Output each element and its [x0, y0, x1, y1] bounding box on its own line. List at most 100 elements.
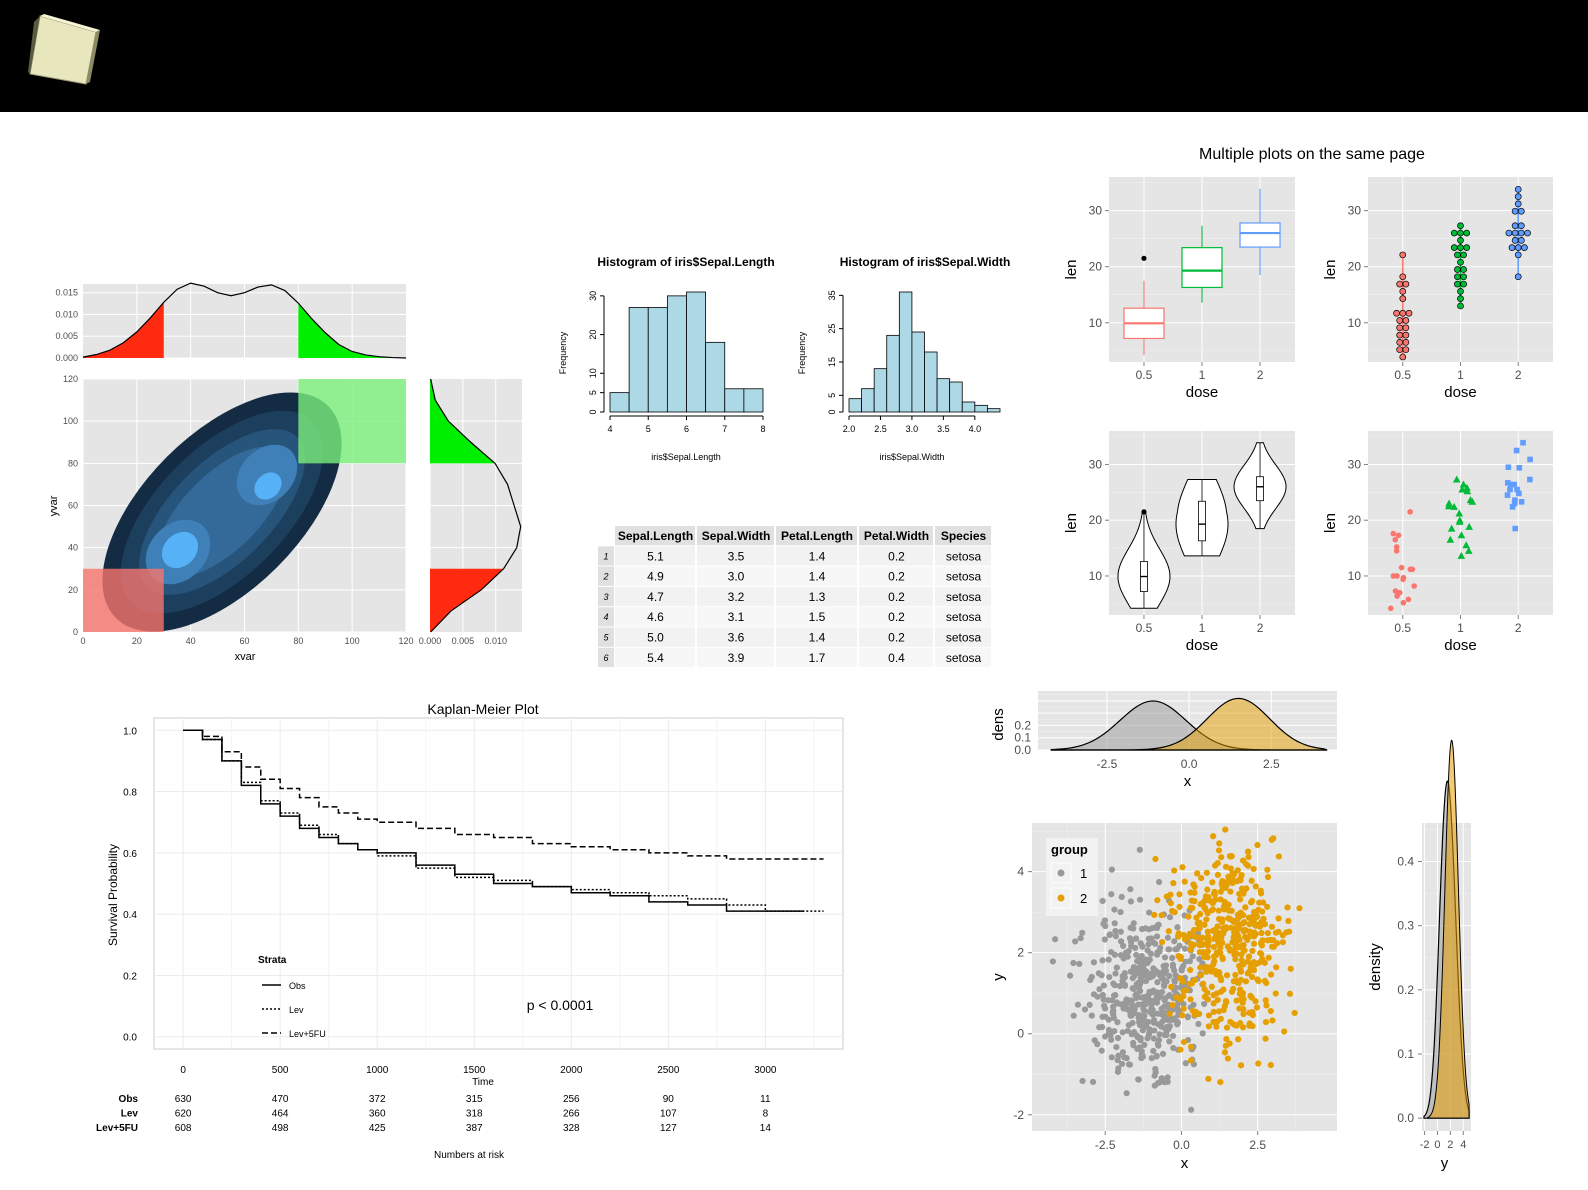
- km-title: Kaplan-Meier Plot: [427, 701, 538, 717]
- scatter-point: [1208, 983, 1215, 990]
- scatter-point: [1165, 946, 1172, 953]
- scatter-point: [1179, 1012, 1186, 1019]
- table-header-cell: [859, 526, 933, 546]
- table-cell-value: 3.9: [728, 651, 745, 665]
- jitter-point: [1508, 481, 1514, 488]
- hist-sepal-length-xlabel: iris$Sepal.Length: [651, 452, 721, 462]
- scatter-point: [1150, 1016, 1158, 1024]
- table-row-label-cell: [598, 647, 614, 668]
- scatter-point: [1119, 1049, 1127, 1056]
- jitter-point: [1516, 465, 1523, 471]
- x-tick-label: 0: [80, 636, 85, 646]
- dot-point: [1460, 251, 1467, 259]
- scatter-point: [1138, 1001, 1145, 1008]
- scatter-point: [1142, 977, 1150, 985]
- hist-bar: [936, 378, 951, 413]
- scatter-point: [1287, 965, 1294, 972]
- scatter-point: [1219, 916, 1226, 923]
- scatter-point: [1108, 948, 1115, 956]
- scatter-point: [1167, 900, 1174, 907]
- scatter-point: [1175, 932, 1182, 939]
- jitter-point: [1407, 509, 1413, 515]
- scatter-point: [1066, 972, 1074, 979]
- scatter-point: [1241, 947, 1248, 954]
- scatter-point: [1256, 899, 1263, 906]
- scatter-point: [1270, 943, 1277, 950]
- scatter-point: [1180, 962, 1187, 970]
- hist-bar: [974, 404, 988, 413]
- dot-point: [1402, 324, 1410, 332]
- jitter-point: [1514, 486, 1520, 493]
- table-cell: [697, 566, 774, 586]
- scatter-point: [1224, 1055, 1232, 1062]
- scatter-point: [1102, 1013, 1109, 1020]
- y-tick-label: 0.3: [1397, 919, 1414, 933]
- scatter-point: [1191, 883, 1198, 890]
- hist-bar: [609, 392, 630, 413]
- scatter-point: [1148, 997, 1155, 1004]
- scatter-point: [1262, 1019, 1270, 1026]
- density-area: [1427, 739, 1470, 1119]
- scatter-point: [1201, 1000, 1208, 1008]
- scatter-point: [1217, 888, 1224, 895]
- scatter-point: [1203, 869, 1210, 876]
- x-tick-label: 2000: [560, 1065, 583, 1076]
- scatter-point: [1197, 972, 1205, 979]
- scatter-point: [1131, 972, 1138, 979]
- x-tick-label: 20: [132, 636, 142, 646]
- scatter-point: [1079, 1077, 1086, 1085]
- dot-point: [1402, 339, 1410, 346]
- scatter-point: [1158, 912, 1165, 919]
- scatter-point: [1100, 982, 1107, 989]
- scatter-point: [1121, 981, 1128, 988]
- table-cell-value: 1.5: [809, 610, 826, 624]
- scatter-point: [1264, 866, 1271, 873]
- x-tick-label: 1: [1199, 621, 1206, 635]
- violin-outlier: [1141, 509, 1147, 515]
- hist-bar: [861, 388, 875, 413]
- scatter-point: [1272, 990, 1279, 997]
- scatter-point: [1127, 924, 1134, 931]
- y-tick-label: 20: [1089, 513, 1103, 527]
- dot-point: [1450, 229, 1458, 237]
- scatter-point: [1177, 953, 1184, 961]
- scatter-point: [1237, 1062, 1245, 1069]
- x-tick-label: 100: [345, 636, 360, 646]
- dashboard-title: Multiple plots on the same page: [1199, 146, 1425, 163]
- jitter-point: [1511, 481, 1517, 488]
- table-cell-value: 4.6: [647, 610, 664, 624]
- scatter-point: [1228, 853, 1235, 860]
- scatter-point: [1131, 967, 1138, 974]
- scatter-point: [1174, 924, 1181, 931]
- scatter-point: [1201, 953, 1208, 961]
- y-tick-label: 1.0: [123, 726, 137, 737]
- scatter-point: [1136, 982, 1143, 989]
- scatter-point: [1234, 867, 1241, 874]
- scatter-point: [1214, 996, 1221, 1004]
- dot-point: [1402, 280, 1410, 288]
- scatter-point: [1153, 933, 1161, 940]
- scatter-point: [1148, 1055, 1155, 1062]
- scatter-point: [1235, 1036, 1242, 1043]
- km-legend: Strata Obs Lev Lev+5FU: [258, 955, 326, 1039]
- scatter-point: [1113, 1043, 1120, 1051]
- jitter-point: [1390, 530, 1397, 537]
- y-tick-label: 0.000: [55, 353, 78, 363]
- jitter-point: [1527, 456, 1533, 463]
- risk-row-label: Lev: [121, 1109, 139, 1120]
- y-tick-label: 20: [68, 585, 78, 595]
- scatter-point: [1257, 887, 1264, 894]
- x-tick-label: 0: [180, 1065, 186, 1076]
- x-tick-label: 6: [684, 424, 689, 434]
- scatter-point: [1209, 879, 1216, 886]
- shaded-region: [83, 302, 164, 358]
- table-cell-value: 1.4: [809, 570, 826, 584]
- table-header-cell: [615, 526, 695, 546]
- y-tick-label: 0.0: [123, 1033, 137, 1044]
- x-tick-label: 0.5: [1136, 368, 1153, 382]
- scatter-point: [1203, 916, 1210, 923]
- scatter-point: [1099, 991, 1107, 999]
- scatter-point: [1246, 1009, 1253, 1016]
- scatter-point: [1087, 976, 1094, 984]
- legend-label: 1: [1080, 866, 1087, 881]
